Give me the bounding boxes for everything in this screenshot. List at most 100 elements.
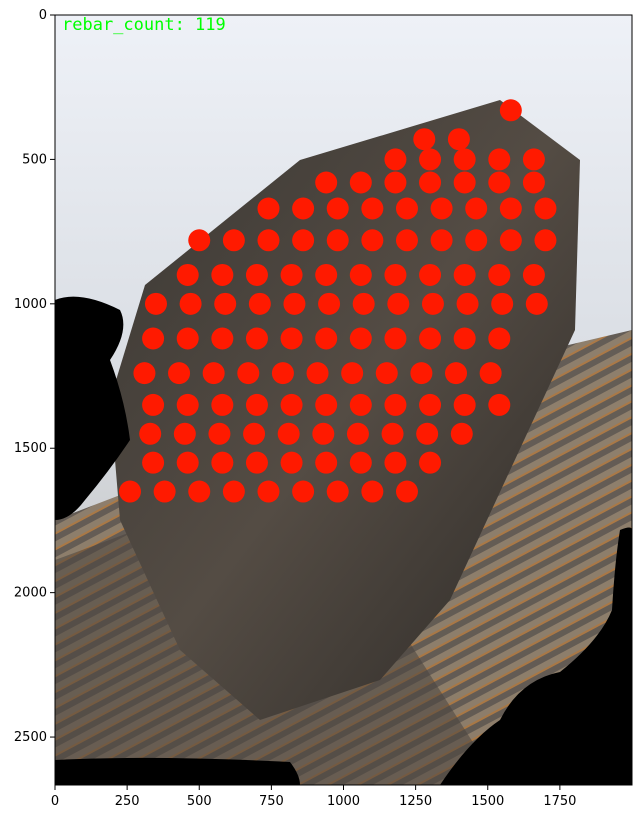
rebar-marker — [176, 263, 199, 286]
rebar-marker — [142, 451, 165, 474]
rebar-marker — [142, 327, 165, 350]
y-tick-label: 500 — [22, 152, 47, 167]
rebar-marker — [361, 197, 384, 220]
x-tick-label: 1000 — [327, 794, 360, 809]
rebar-marker — [168, 362, 191, 385]
rebar-marker — [384, 263, 407, 286]
rebar-marker — [222, 480, 245, 503]
rebar-marker — [488, 327, 511, 350]
rebar-marker — [453, 327, 476, 350]
rebar-marker — [280, 327, 303, 350]
rebar-marker — [491, 292, 514, 315]
rebar-marker — [349, 263, 372, 286]
x-tick-label: 1250 — [399, 794, 432, 809]
x-tick-label: 750 — [259, 794, 284, 809]
rebar-marker — [522, 263, 545, 286]
rebar-marker — [453, 171, 476, 194]
rebar-marker — [349, 171, 372, 194]
rebar-marker — [488, 171, 511, 194]
rebar-marker — [445, 362, 468, 385]
rebar-marker — [465, 197, 488, 220]
rebar-marker — [349, 451, 372, 474]
rebar-marker — [384, 393, 407, 416]
rebar-photo — [55, 15, 632, 785]
rebar-marker — [419, 171, 442, 194]
rebar-marker — [522, 171, 545, 194]
rebar-marker — [257, 229, 280, 252]
rebar-marker — [499, 99, 522, 122]
rebar-marker — [211, 451, 234, 474]
rebar-marker — [315, 393, 338, 416]
rebar-marker — [384, 451, 407, 474]
rebar-marker — [395, 197, 418, 220]
rebar-marker — [292, 197, 315, 220]
rebar-marker — [280, 263, 303, 286]
rebar-marker — [453, 393, 476, 416]
x-tick-label: 500 — [187, 794, 212, 809]
rebar-marker — [488, 148, 511, 171]
rebar-marker — [499, 229, 522, 252]
rebar-marker — [315, 327, 338, 350]
rebar-marker — [245, 393, 268, 416]
rebar-marker — [447, 128, 470, 151]
rebar-marker — [410, 362, 433, 385]
rebar-marker — [312, 422, 335, 445]
rebar-marker — [352, 292, 375, 315]
rebar-marker — [176, 393, 199, 416]
rebar-marker — [271, 362, 294, 385]
rebar-marker — [326, 480, 349, 503]
y-tick-label: 0 — [39, 8, 47, 23]
rebar-marker — [456, 292, 479, 315]
rebar-marker — [153, 480, 176, 503]
rebar-marker — [419, 148, 442, 171]
rebar-marker — [315, 263, 338, 286]
rebar-marker — [245, 451, 268, 474]
rebar-marker — [257, 480, 280, 503]
rebar-marker — [280, 451, 303, 474]
rebar-marker — [144, 292, 167, 315]
rebar-marker — [179, 292, 202, 315]
rebar-marker — [522, 148, 545, 171]
rebar-marker — [384, 148, 407, 171]
rebar-marker — [257, 197, 280, 220]
rebar-marker — [534, 229, 557, 252]
rebar-marker — [416, 422, 439, 445]
rebar-marker — [341, 362, 364, 385]
rebar-marker — [326, 229, 349, 252]
y-tick-label: 2500 — [14, 730, 47, 745]
rebar-marker — [211, 263, 234, 286]
rebar-marker — [349, 393, 372, 416]
x-tick-label: 250 — [115, 794, 140, 809]
rebar-marker — [315, 171, 338, 194]
rebar-marker — [176, 327, 199, 350]
rebar-marker — [361, 229, 384, 252]
rebar-marker — [119, 480, 142, 503]
y-tick-label: 2000 — [14, 586, 47, 601]
rebar-marker — [245, 263, 268, 286]
x-axis: 0 250 500 750 1000 1250 1500 1750 — [51, 785, 576, 809]
rebar-marker — [525, 292, 548, 315]
rebar-marker — [361, 480, 384, 503]
rebar-marker — [280, 393, 303, 416]
rebar-marker — [326, 197, 349, 220]
rebar-marker — [534, 197, 557, 220]
rebar-marker — [346, 422, 369, 445]
rebar-marker — [488, 393, 511, 416]
rebar-marker — [202, 362, 225, 385]
rebar-marker — [419, 327, 442, 350]
rebar-marker — [245, 327, 268, 350]
rebar-marker — [419, 263, 442, 286]
rebar-marker — [306, 362, 329, 385]
rebar-count-label: rebar_count: 119 — [62, 15, 226, 35]
rebar-marker — [283, 292, 306, 315]
rebar-marker — [188, 229, 211, 252]
rebar-marker — [384, 171, 407, 194]
rebar-marker — [453, 263, 476, 286]
rebar-marker — [211, 327, 234, 350]
rebar-marker — [176, 451, 199, 474]
rebar-marker — [237, 362, 260, 385]
rebar-marker — [222, 229, 245, 252]
y-tick-label: 1500 — [14, 441, 47, 456]
rebar-marker — [292, 480, 315, 503]
